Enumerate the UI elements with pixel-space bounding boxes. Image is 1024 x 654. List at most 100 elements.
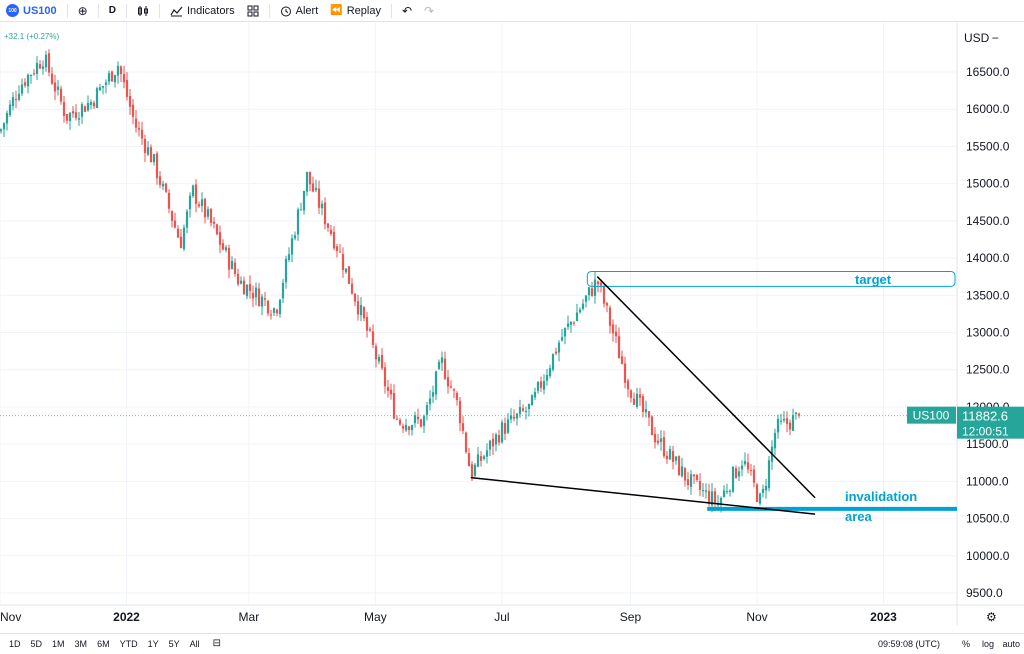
candle-body: [455, 392, 459, 401]
upper-trendline[interactable]: [596, 276, 816, 499]
candle-body: [263, 298, 267, 300]
candle-body: [755, 484, 759, 502]
candle-body: [488, 440, 492, 450]
time-tick-label: 2023: [870, 610, 897, 624]
candle-body: [11, 97, 15, 107]
candle-body: [635, 393, 639, 407]
range-button-1y[interactable]: 1Y: [147, 639, 159, 649]
range-button-1d[interactable]: 1D: [9, 639, 21, 649]
candle-body: [110, 71, 114, 82]
candle-body: [584, 295, 588, 302]
range-button-1m[interactable]: 1M: [52, 639, 65, 649]
candle-body: [608, 307, 612, 326]
candle-body: [686, 479, 690, 485]
candle-body: [434, 371, 438, 395]
auto-toggle[interactable]: auto: [1002, 639, 1020, 649]
settings-gear-icon[interactable]: ⚙: [986, 610, 997, 624]
range-button-ytd[interactable]: YTD: [119, 639, 138, 649]
divider: [66, 3, 68, 18]
range-button-all[interactable]: All: [189, 639, 200, 649]
candle-body: [146, 147, 150, 155]
price-tick-label: 11000.0: [966, 474, 1009, 488]
range-button-6m[interactable]: 6M: [97, 639, 110, 649]
indicators-label: Indicators: [186, 4, 235, 17]
candle-body: [638, 394, 642, 398]
log-toggle[interactable]: log: [981, 639, 994, 649]
candle-body: [395, 418, 399, 420]
clock[interactable]: 09:59:08 (UTC): [877, 639, 940, 649]
candle-body: [722, 490, 726, 497]
interval-label: D: [108, 5, 116, 16]
alarm-clock-icon: [280, 6, 291, 16]
candle-body: [587, 287, 591, 296]
candle-body: [518, 407, 522, 415]
candle-body: [20, 84, 24, 94]
templates-button[interactable]: [241, 0, 265, 22]
candle-body: [629, 390, 633, 398]
candle-body: [497, 435, 501, 443]
candle-body: [149, 147, 153, 163]
target-zone[interactable]: [586, 270, 956, 287]
compare-button[interactable]: ⊕: [72, 0, 94, 22]
candle-body: [506, 419, 510, 433]
top-toolbar: 100 US100 ⊕ D Indicators: [0, 0, 1024, 22]
candle-body: [332, 231, 336, 249]
replay-button[interactable]: ⏪ Replay: [324, 0, 387, 22]
redo-button[interactable]: ↷: [418, 0, 440, 22]
candle-body: [74, 112, 78, 119]
candle-body: [539, 381, 543, 388]
candle-body: [491, 438, 495, 447]
divider: [97, 3, 99, 18]
candle-body: [362, 307, 366, 319]
percent-toggle[interactable]: %: [961, 639, 970, 649]
symbol-price-tag-label: US100: [913, 409, 950, 423]
candle-body: [122, 74, 126, 83]
candle-body: [209, 208, 213, 223]
price-tick-label: 11500.0: [966, 437, 1009, 451]
chart-type-button[interactable]: [131, 0, 155, 22]
range-button-5y[interactable]: 5Y: [168, 639, 180, 649]
alert-button[interactable]: Alert: [274, 0, 325, 22]
candle-body: [419, 419, 423, 427]
candle-body: [788, 422, 792, 430]
candle-body: [431, 392, 435, 397]
range-button-3m[interactable]: 3M: [74, 639, 88, 649]
candle-body: [233, 262, 237, 274]
candle-body: [404, 424, 408, 431]
candle-body: [89, 102, 93, 106]
candle-body: [80, 104, 84, 117]
calendar-icon[interactable]: ⊟: [212, 638, 222, 649]
candle-body: [524, 410, 528, 412]
price-chart[interactable]: 16500.0 16000.0 15500.0 15000.0 14500.0 14000…: [0, 23, 1024, 633]
lower-trendline[interactable]: [470, 476, 816, 515]
candles-icon: [137, 5, 148, 16]
indicators-button[interactable]: Indicators: [164, 0, 241, 22]
interval-button[interactable]: D: [103, 0, 122, 22]
candle-body: [269, 314, 273, 316]
time-tick-label: Nov: [0, 610, 21, 624]
target-label: target: [855, 272, 892, 287]
candle-body: [65, 113, 69, 121]
candle-body: [44, 54, 48, 68]
currency-label[interactable]: USD −: [964, 31, 999, 45]
candle-body: [230, 260, 234, 270]
range-button-5d[interactable]: 5D: [30, 639, 43, 649]
candle-body: [467, 453, 471, 467]
candle-body: [668, 448, 672, 460]
price-tick-label: 10000.0: [966, 549, 1010, 563]
candle-body: [380, 354, 384, 369]
candle-body: [428, 398, 432, 405]
symbol-search[interactable]: 100 US100: [0, 0, 63, 22]
candle-body: [545, 374, 549, 381]
candle-body: [161, 183, 165, 187]
undo-button[interactable]: ↶: [396, 0, 418, 22]
last-price-tag[interactable]: [957, 406, 1024, 439]
candle-body: [182, 227, 186, 250]
candle-body: [701, 489, 705, 492]
candle-body: [632, 398, 636, 405]
candle-body: [674, 456, 678, 461]
candle-body: [266, 300, 270, 314]
candle-body: [665, 455, 669, 460]
candle-body: [77, 118, 81, 120]
candle-body: [197, 204, 201, 207]
